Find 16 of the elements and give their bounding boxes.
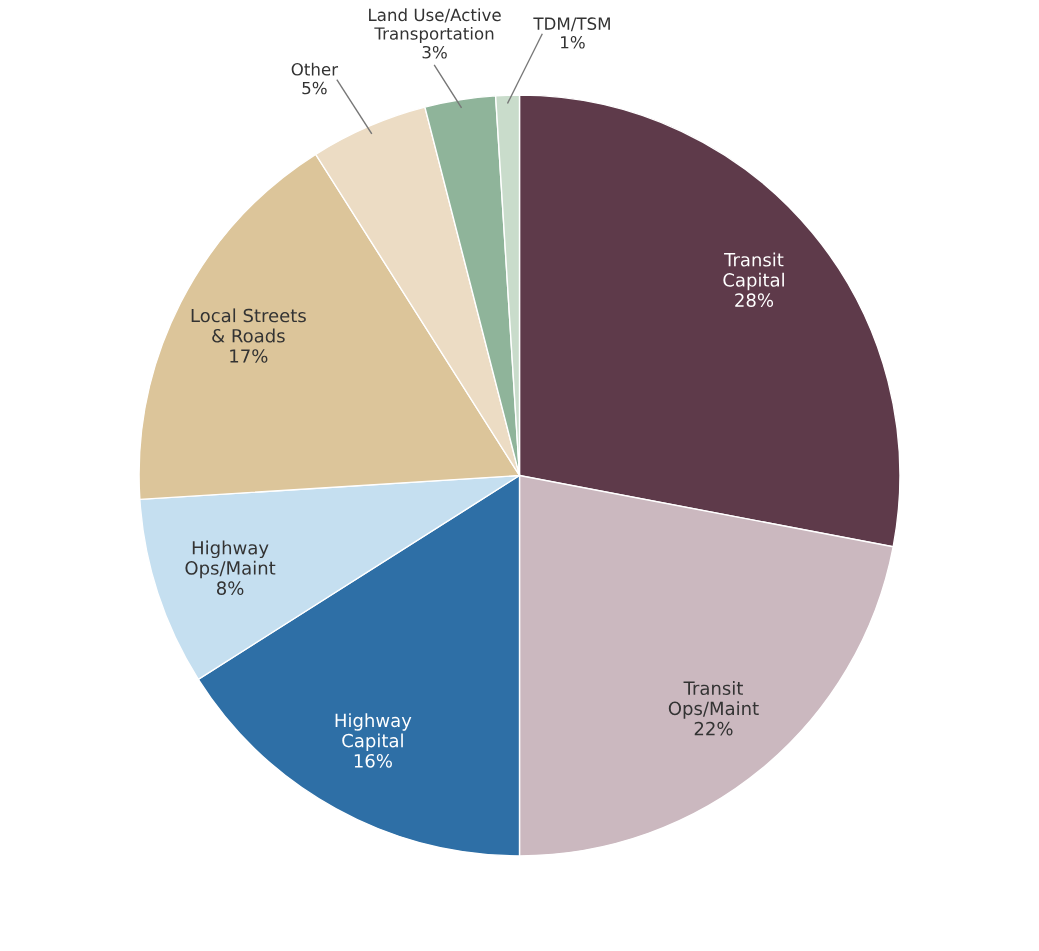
- slice-label: Land Use/Active Transportation: [369, 8, 501, 44]
- slice-label: Highway Ops/Maint: [185, 540, 276, 579]
- data-label: 3%: [422, 45, 447, 59]
- slice-label: Transit Capital: [723, 252, 784, 291]
- data-label: 17%: [230, 349, 268, 363]
- slice-label: Transit Ops/Maint: [668, 681, 759, 719]
- data-label: 1%: [561, 35, 585, 49]
- data-label: 22%: [694, 721, 733, 736]
- slice-label: TDM/TSM: [533, 17, 610, 32]
- data-label: 28%: [735, 293, 774, 307]
- data-label: 8%: [216, 581, 244, 595]
- data-label: 16%: [354, 753, 392, 768]
- data-label: 5%: [302, 81, 327, 95]
- slice-label: Highway Capital: [335, 713, 412, 751]
- slice-label: Other: [291, 62, 339, 76]
- slice-label: Local Streets & Roads: [191, 308, 306, 343]
